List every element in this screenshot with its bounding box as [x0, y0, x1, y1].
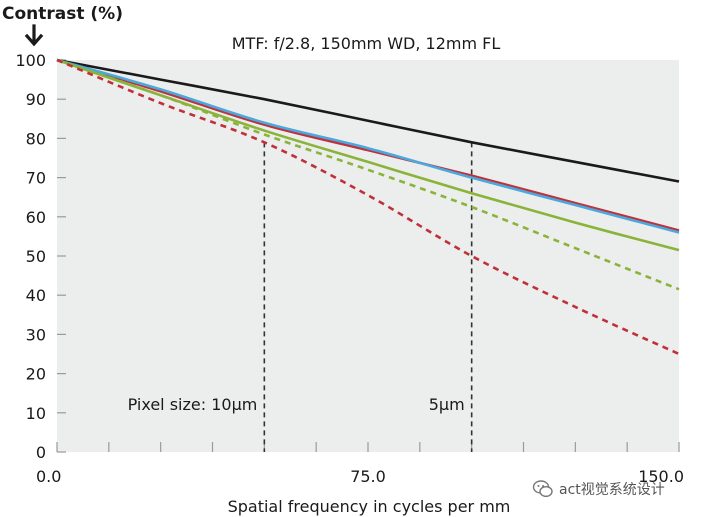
y-tick-label: 80 [26, 129, 46, 148]
chart-title: MTF: f/2.8, 150mm WD, 12mm FL [232, 34, 501, 53]
x-tick-label: 150.0 [638, 467, 684, 486]
x-tick-label: 75.0 [350, 467, 386, 486]
y-ticks: 0 10 20 30 40 50 60 70 80 90 100 [15, 51, 66, 462]
series-line-2 [56, 58, 680, 232]
y-tick-label: 40 [26, 286, 46, 305]
down-arrow-icon [24, 24, 44, 47]
y-tick-label: 100 [15, 51, 46, 70]
x-axis-label: Spatial frequency in cycles per mm [228, 497, 511, 516]
y-tick-label: 30 [26, 325, 46, 344]
y-tick-label: 20 [26, 365, 46, 384]
x-tick-label: 0.0 [36, 467, 61, 486]
y-tick-label: 70 [26, 169, 46, 188]
series-line-6 [56, 58, 680, 356]
series-lines [56, 58, 680, 356]
series-line-5 [56, 58, 680, 291]
series-line-1 [56, 58, 680, 183]
y-tick-label: 50 [26, 247, 46, 266]
y-tick-label: 60 [26, 208, 46, 227]
y-axis-label: Contrast (%) [2, 4, 123, 24]
watermark-text: act视觉系统设计 [559, 482, 665, 498]
y-tick-label: 0 [36, 443, 46, 462]
series-line-4 [56, 58, 680, 252]
reference-lines: Pixel size: 10μm 5μm [128, 142, 473, 452]
reference-line-label: 5μm [429, 395, 465, 414]
y-tick-label: 10 [26, 404, 46, 423]
plot-area [57, 60, 679, 452]
y-tick-label: 90 [26, 90, 46, 109]
watermark: act视觉系统设计 [532, 476, 665, 502]
wechat-icon [532, 480, 553, 498]
series-line-3 [56, 58, 680, 234]
x-ticks: 0.0 75.0 150.0 [36, 442, 684, 486]
reference-line-label: Pixel size: 10μm [128, 395, 258, 414]
